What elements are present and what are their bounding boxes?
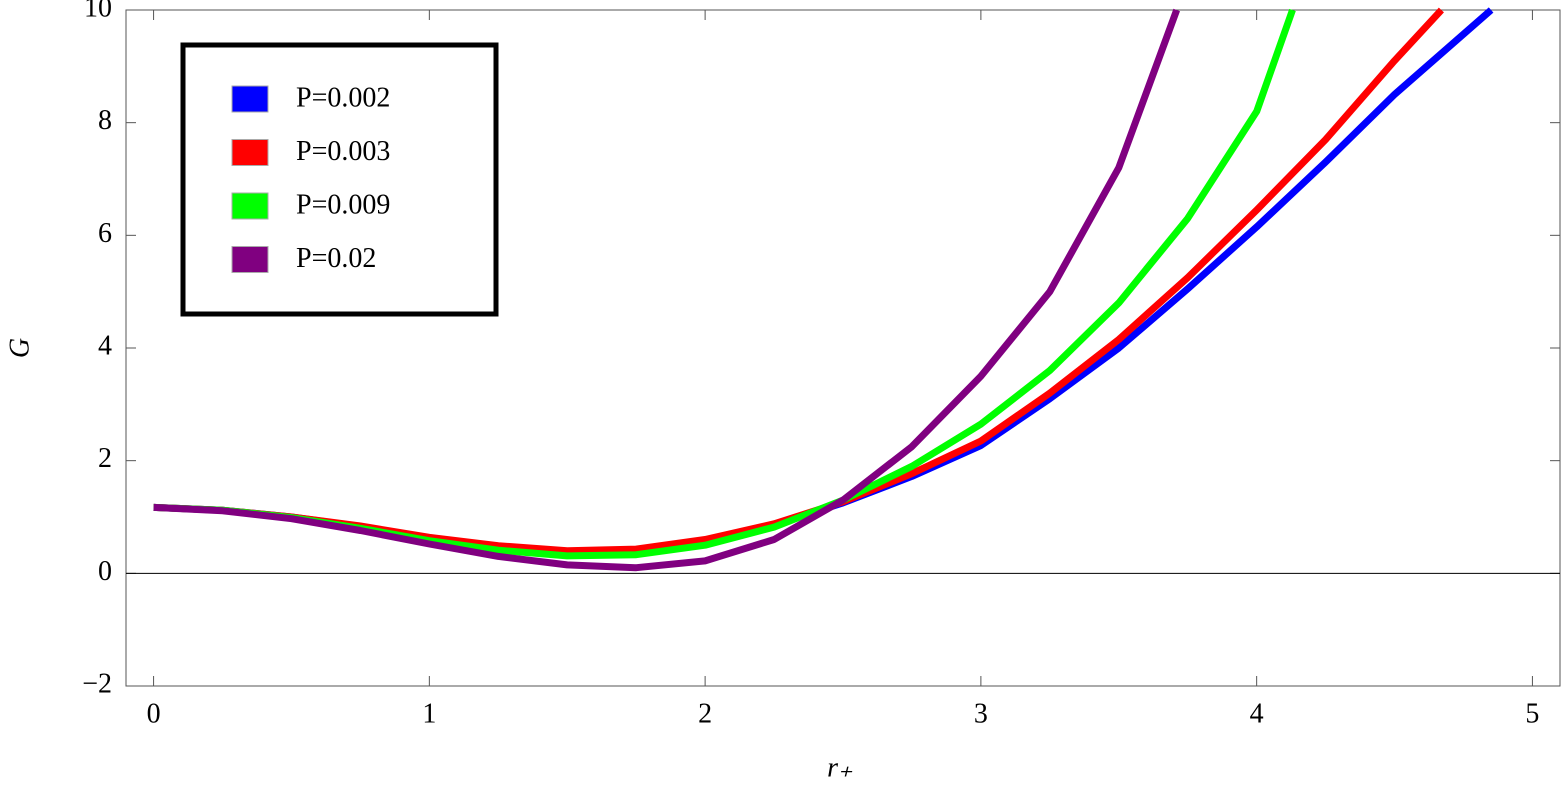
legend-label: P=0.003 — [296, 136, 390, 167]
legend-label: P=0.002 — [296, 82, 390, 113]
legend-swatch — [231, 85, 269, 113]
x-tick-label: 2 — [698, 698, 712, 729]
legend-label: P=0.009 — [296, 189, 390, 220]
x-tick-label: 4 — [1250, 698, 1264, 729]
legend-swatch — [231, 246, 269, 273]
x-tick-label: 1 — [422, 698, 436, 729]
x-tick-label: 3 — [974, 698, 988, 729]
y-tick-label: 2 — [98, 443, 112, 474]
y-axis-label: G — [4, 338, 35, 358]
y-tick-label: 0 — [98, 556, 112, 587]
x-tick-label: 5 — [1525, 698, 1539, 729]
x-tick-label: 0 — [147, 698, 161, 729]
y-tick-label: 10 — [84, 0, 112, 23]
series-line — [153, 8, 1180, 572]
x-axis-label: r₊ — [827, 752, 853, 783]
y-tick-label: 6 — [98, 218, 112, 249]
y-tick-label: −2 — [82, 668, 112, 699]
legend-swatch — [231, 192, 269, 220]
legend-label: P=0.02 — [296, 243, 376, 274]
y-tick-label: 8 — [98, 105, 112, 136]
legend-swatch — [231, 139, 269, 166]
y-tick-label: 4 — [98, 330, 112, 361]
